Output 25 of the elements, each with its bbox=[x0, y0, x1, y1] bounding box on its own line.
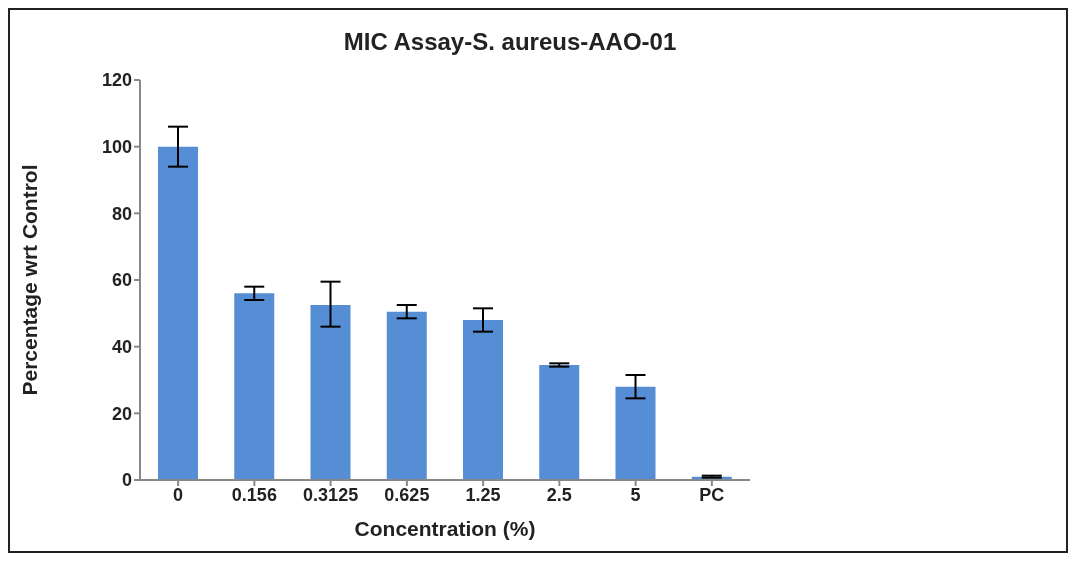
bar bbox=[539, 365, 580, 480]
bar bbox=[386, 311, 427, 480]
x-tick-label: 2.5 bbox=[546, 484, 572, 505]
x-tick-label: 5 bbox=[630, 484, 641, 505]
y-tick-label: 120 bbox=[101, 70, 132, 91]
y-tick-label: 80 bbox=[111, 203, 132, 224]
chart-title: MIC Assay-S. aureus-AAO-01 bbox=[342, 28, 678, 56]
y-tick-label: 0 bbox=[121, 470, 132, 491]
x-tick-label: PC bbox=[699, 484, 725, 505]
y-axis-title: Percentage wrt Control bbox=[18, 164, 42, 396]
bar bbox=[158, 146, 198, 480]
bar bbox=[463, 320, 503, 480]
x-tick-label: 1.25 bbox=[465, 484, 501, 505]
x-axis-title: Concentration (%) bbox=[354, 517, 536, 540]
x-tick-label: 0 bbox=[173, 484, 184, 505]
y-tick-label: 40 bbox=[111, 337, 132, 358]
x-tick-label: 0.625 bbox=[384, 484, 430, 505]
y-tick-label: 100 bbox=[101, 137, 132, 158]
x-tick-label: 0.3125 bbox=[303, 484, 359, 505]
bar bbox=[310, 305, 351, 480]
bar bbox=[234, 293, 275, 480]
bar bbox=[615, 386, 656, 480]
x-tick-label: 0.156 bbox=[231, 484, 277, 505]
y-tick-label: 60 bbox=[111, 270, 132, 291]
y-tick-label: 20 bbox=[111, 403, 132, 424]
